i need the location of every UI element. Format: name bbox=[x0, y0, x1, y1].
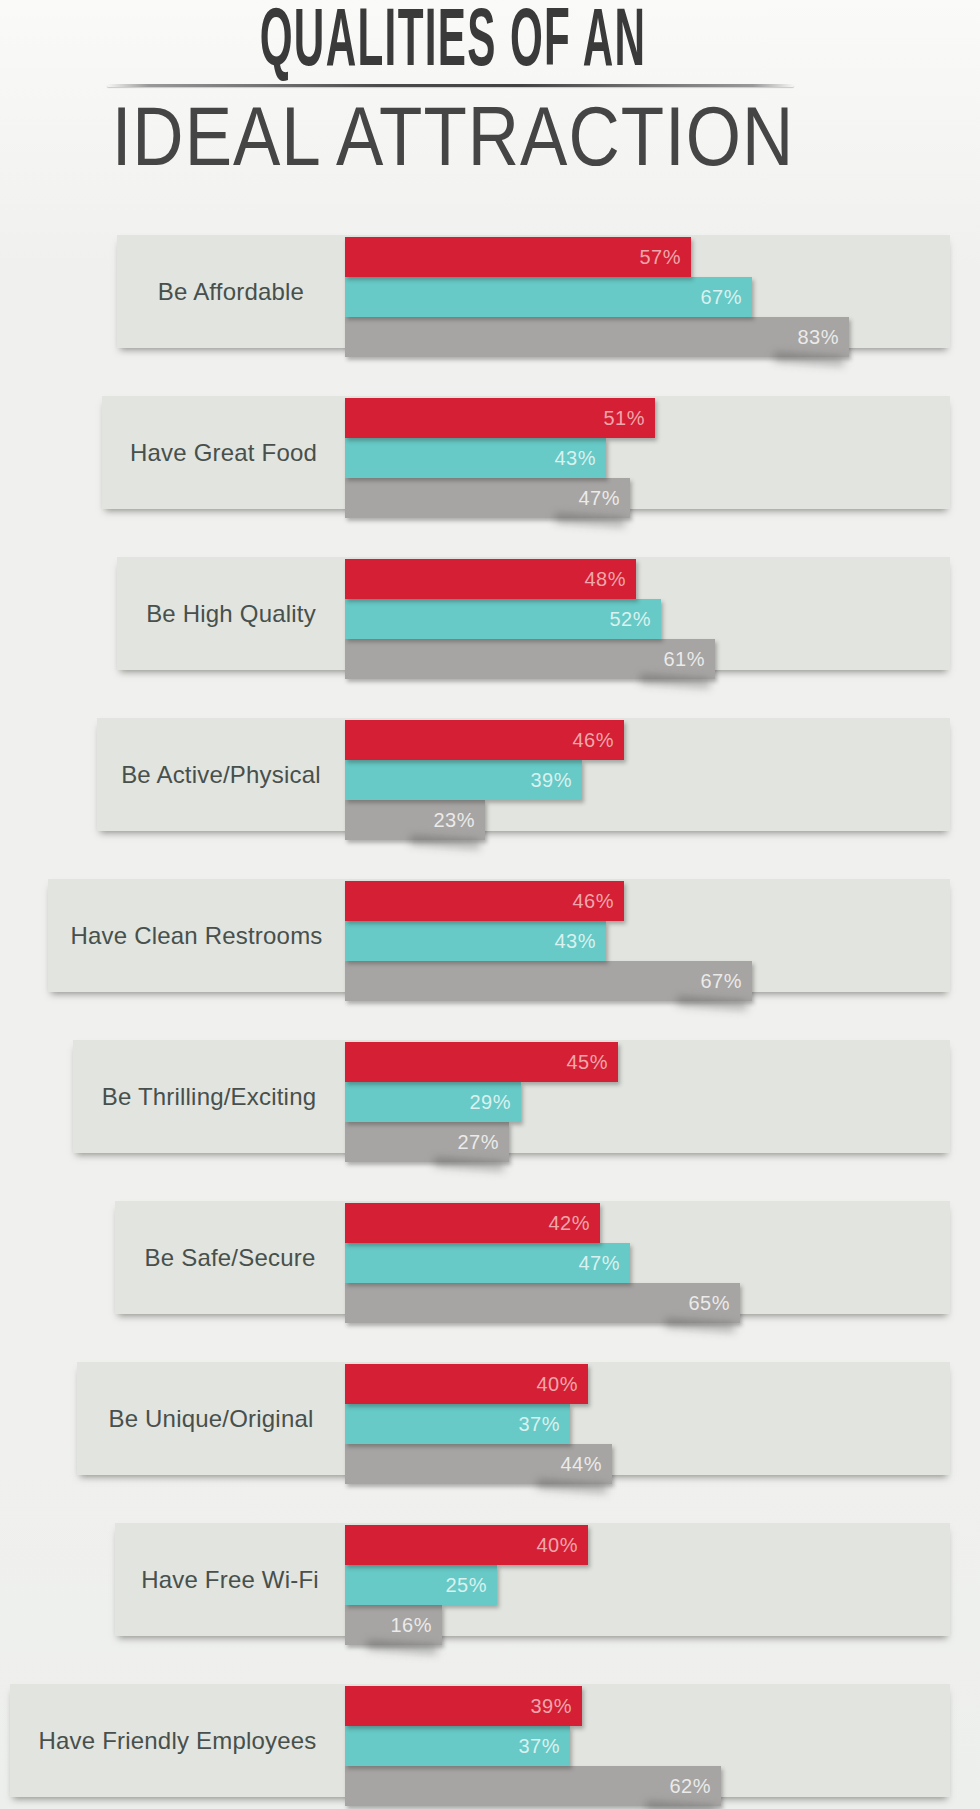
value-label: 40% bbox=[536, 1373, 578, 1396]
category-label: Have Great Food bbox=[102, 396, 345, 509]
category-label: Be Thrilling/Exciting bbox=[73, 1040, 345, 1153]
bar-gray: 65% bbox=[345, 1283, 740, 1323]
bar-red: 46% bbox=[345, 720, 624, 760]
value-label: 29% bbox=[469, 1091, 511, 1114]
category-label: Be Affordable bbox=[117, 235, 345, 348]
title-line1: QUALITIES OF AN bbox=[54, 0, 851, 79]
bar-gray: 27% bbox=[345, 1122, 509, 1162]
bar-gray: 44% bbox=[345, 1444, 612, 1484]
value-label: 61% bbox=[663, 648, 705, 671]
title-line2: IDEAL ATTRACTION bbox=[0, 94, 906, 178]
bar-teal: 37% bbox=[345, 1726, 570, 1766]
value-label: 65% bbox=[688, 1292, 730, 1315]
bar-red: 40% bbox=[345, 1525, 588, 1565]
category-label: Have Clean Restrooms bbox=[48, 879, 345, 992]
value-label: 39% bbox=[530, 769, 572, 792]
bar-red: 42% bbox=[345, 1203, 600, 1243]
bar-teal: 52% bbox=[345, 599, 661, 639]
bar-teal: 25% bbox=[345, 1565, 497, 1605]
value-label: 42% bbox=[548, 1212, 590, 1235]
value-label: 47% bbox=[578, 1252, 620, 1275]
value-label: 23% bbox=[433, 809, 475, 832]
value-label: 43% bbox=[554, 930, 596, 953]
bar-gray: 16% bbox=[345, 1605, 442, 1645]
category-label: Be Active/Physical bbox=[97, 718, 345, 831]
value-label: 16% bbox=[390, 1614, 432, 1637]
category-label: Be Unique/Original bbox=[77, 1362, 345, 1475]
value-label: 67% bbox=[700, 970, 742, 993]
title-divider bbox=[107, 84, 794, 87]
bar-teal: 47% bbox=[345, 1243, 630, 1283]
bar-gray: 62% bbox=[345, 1766, 721, 1806]
value-label: 25% bbox=[445, 1574, 487, 1597]
bar-teal: 43% bbox=[345, 921, 606, 961]
bar-red: 57% bbox=[345, 237, 691, 277]
value-label: 39% bbox=[530, 1695, 572, 1718]
value-label: 57% bbox=[639, 246, 681, 269]
value-label: 37% bbox=[518, 1735, 560, 1758]
value-label: 83% bbox=[797, 326, 839, 349]
bar-gray: 47% bbox=[345, 478, 630, 518]
category-label: Be High Quality bbox=[117, 557, 345, 670]
infographic-page: QUALITIES OF AN IDEAL ATTRACTION Be Affo… bbox=[0, 0, 980, 1809]
bar-red: 46% bbox=[345, 881, 624, 921]
value-label: 67% bbox=[700, 286, 742, 309]
value-label: 48% bbox=[584, 568, 626, 591]
bar-teal: 29% bbox=[345, 1082, 521, 1122]
value-label: 27% bbox=[457, 1131, 499, 1154]
category-label: Have Free Wi-Fi bbox=[115, 1523, 345, 1636]
value-label: 45% bbox=[566, 1051, 608, 1074]
value-label: 44% bbox=[560, 1453, 602, 1476]
bar-gray: 61% bbox=[345, 639, 715, 679]
bar-red: 40% bbox=[345, 1364, 588, 1404]
category-label: Be Safe/Secure bbox=[115, 1201, 345, 1314]
value-label: 47% bbox=[578, 487, 620, 510]
value-label: 52% bbox=[609, 608, 651, 631]
value-label: 43% bbox=[554, 447, 596, 470]
bar-gray: 83% bbox=[345, 317, 849, 357]
bar-red: 45% bbox=[345, 1042, 618, 1082]
bar-gray: 23% bbox=[345, 800, 485, 840]
value-label: 46% bbox=[572, 890, 614, 913]
category-label: Have Friendly Employees bbox=[10, 1684, 345, 1797]
value-label: 37% bbox=[518, 1413, 560, 1436]
bar-red: 51% bbox=[345, 398, 655, 438]
bar-red: 39% bbox=[345, 1686, 582, 1726]
bar-red: 48% bbox=[345, 559, 636, 599]
value-label: 51% bbox=[603, 407, 645, 430]
bar-teal: 37% bbox=[345, 1404, 570, 1444]
bar-teal: 43% bbox=[345, 438, 606, 478]
value-label: 46% bbox=[572, 729, 614, 752]
bar-teal: 67% bbox=[345, 277, 752, 317]
bar-teal: 39% bbox=[345, 760, 582, 800]
bar-gray: 67% bbox=[345, 961, 752, 1001]
value-label: 40% bbox=[536, 1534, 578, 1557]
value-label: 62% bbox=[669, 1775, 711, 1798]
